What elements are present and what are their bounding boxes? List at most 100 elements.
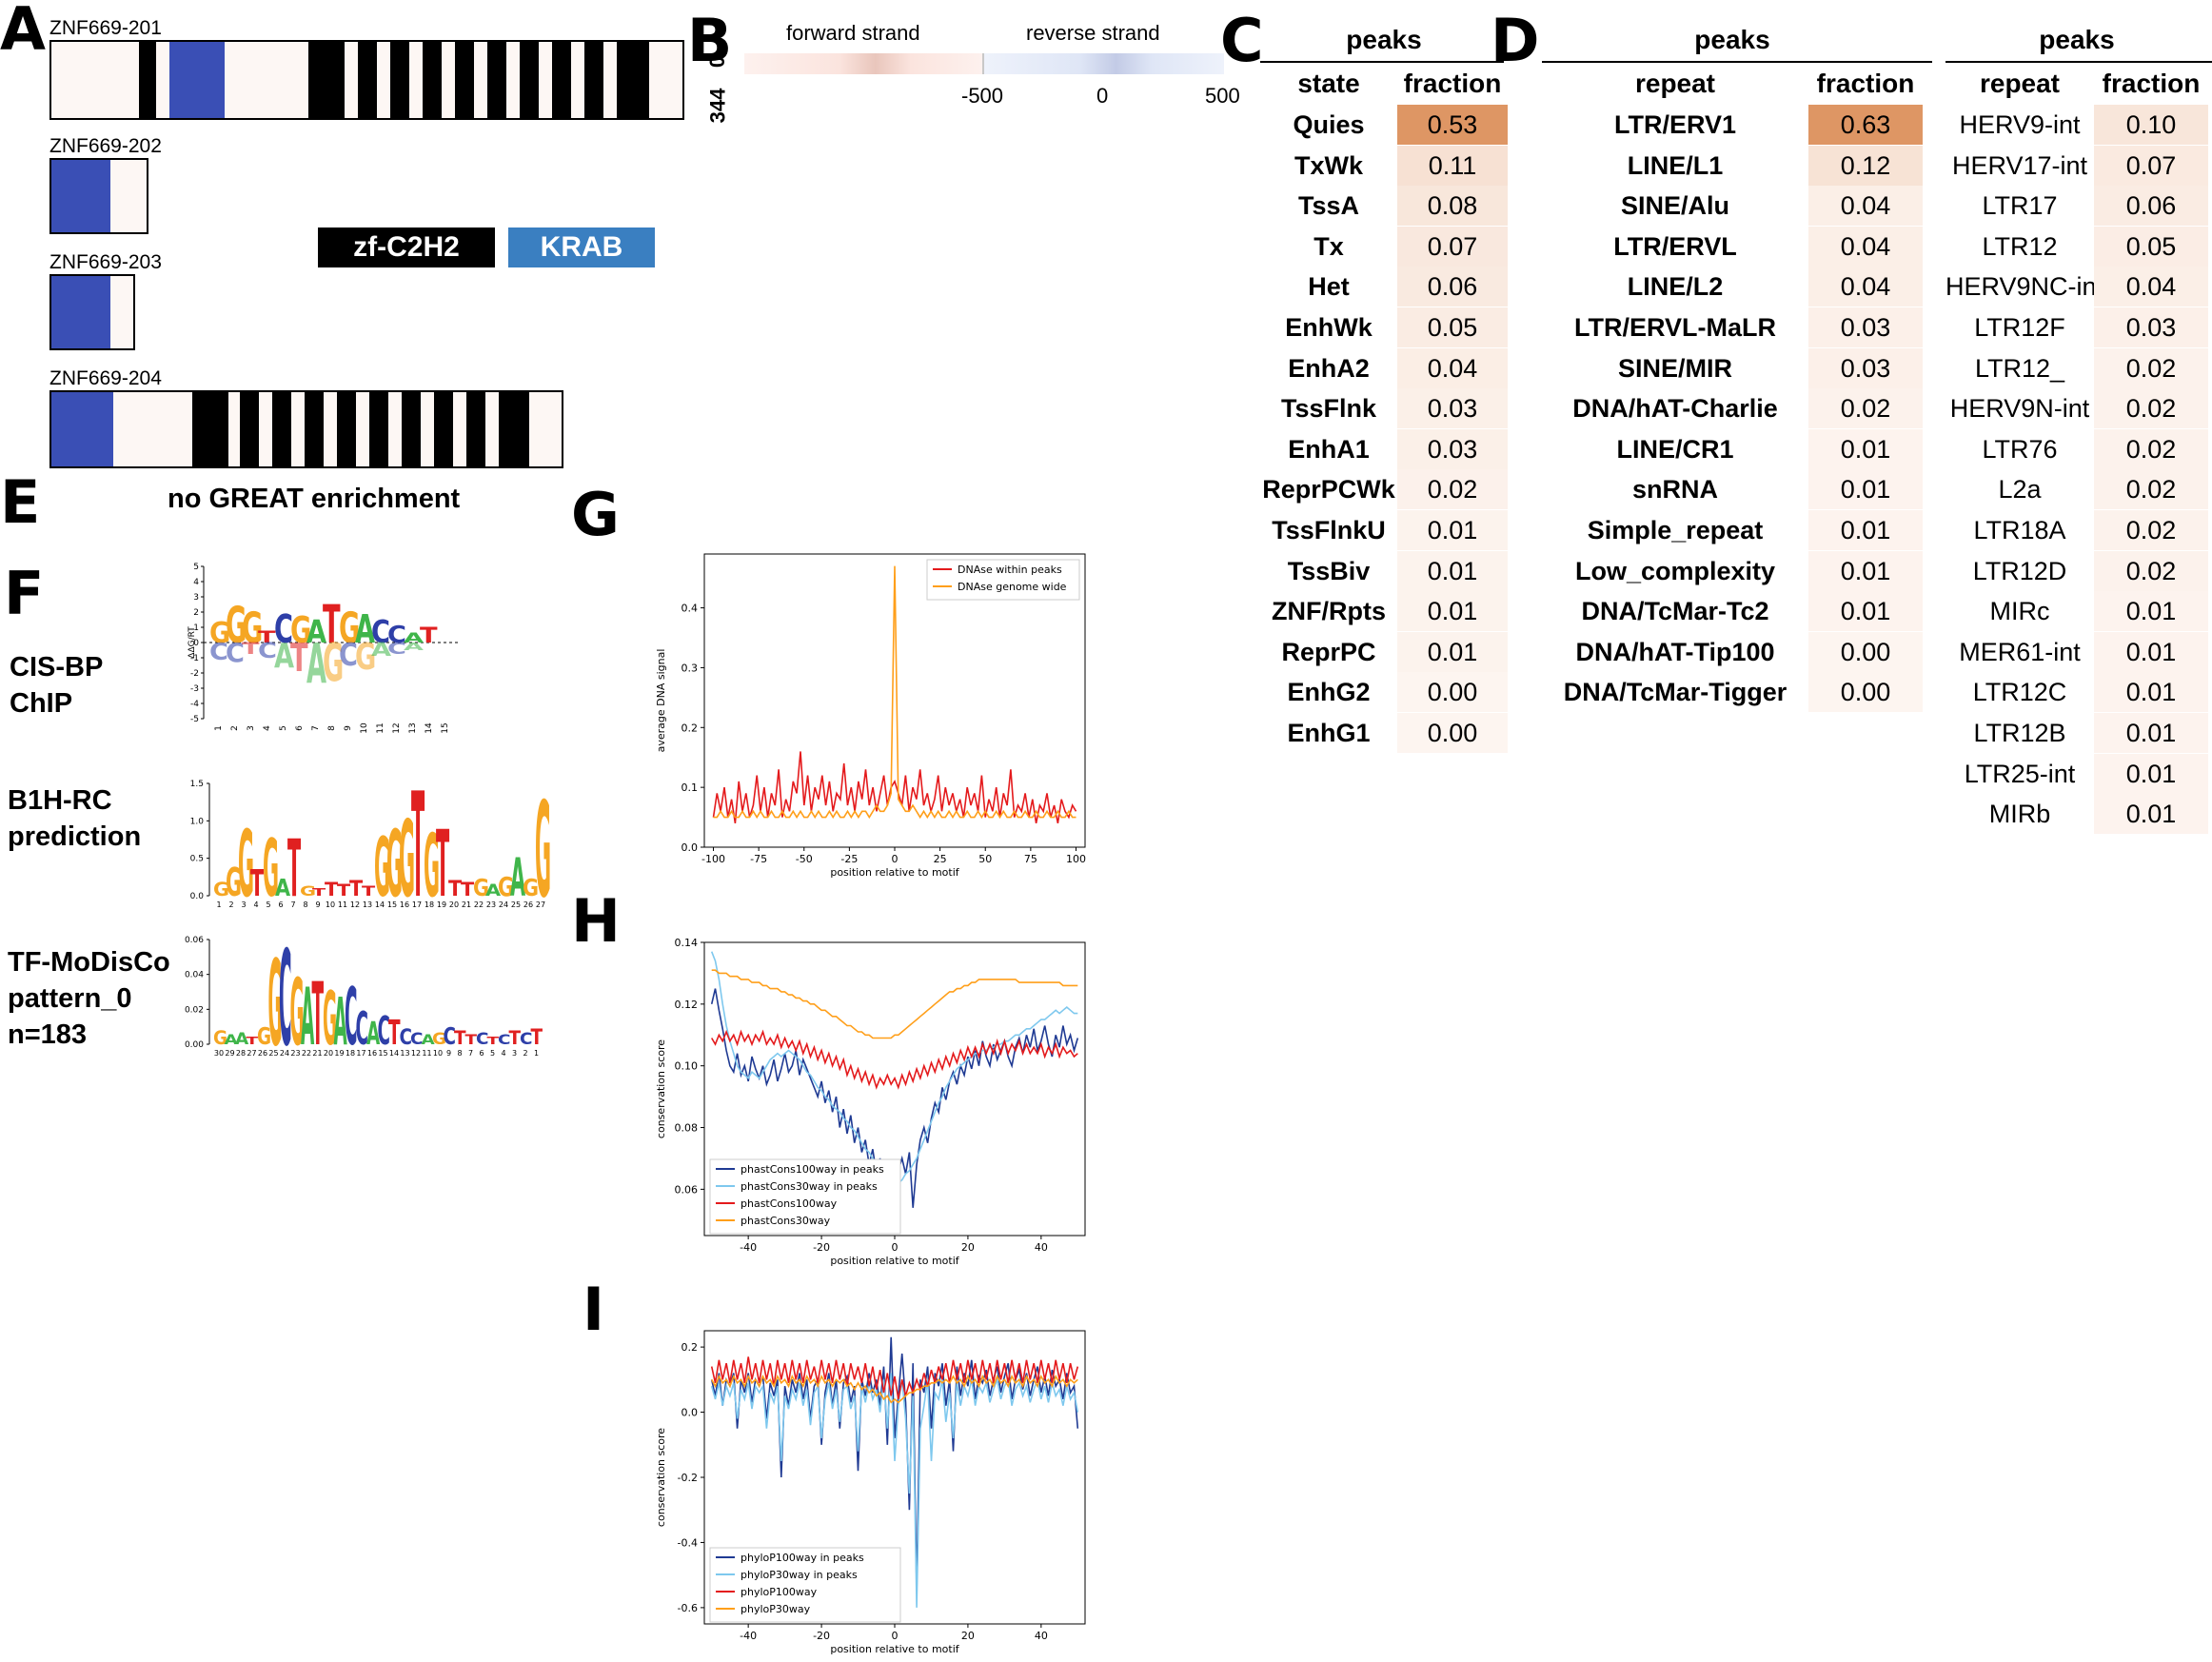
krab-domain — [51, 276, 110, 348]
motif-label-line: n=183 — [8, 1019, 88, 1050]
zf-domain — [272, 392, 291, 466]
axis-tick-label: 1.0 — [190, 817, 205, 826]
table-row-label: Tx — [1313, 231, 1344, 261]
motif-letter: G — [523, 875, 539, 901]
table-row-value: 0.01 — [1808, 469, 1923, 510]
zf-domain — [520, 42, 539, 118]
axis-tick-label: 2 — [193, 608, 199, 618]
motif-letter: C — [345, 972, 358, 1061]
table-row-value: 0.03 — [1397, 388, 1508, 429]
motif-letter: G — [498, 871, 514, 902]
motif-letter: G — [386, 812, 403, 914]
isoform-label: ZNF669-202 — [49, 135, 162, 157]
table-row-value: 0.00 — [1397, 672, 1508, 713]
table-row-value: 0.02 — [2094, 550, 2208, 591]
table-rule — [1945, 61, 2212, 63]
krab-domain — [169, 42, 225, 118]
motif-label-line: prediction — [8, 821, 142, 852]
logo-x-tick: 26 — [258, 1049, 267, 1058]
motif-letter: G — [238, 812, 254, 914]
series-line — [710, 1374, 1078, 1404]
x-tick-label: -100 — [701, 853, 725, 865]
table-row-label: LTR18A — [1973, 516, 2066, 544]
legend-zf-c2h2: zf-C2H2 — [318, 228, 495, 267]
motif-letter: T — [465, 1032, 478, 1047]
logo-x-tick: 18 — [346, 1049, 355, 1058]
table-row-label: LTR76 — [1982, 434, 2058, 464]
logo-x-tick: 16 — [400, 900, 409, 909]
x-tick-label: 25 — [934, 853, 947, 865]
motif-letter: G — [399, 798, 415, 914]
axis-tick-label: 4 — [193, 578, 199, 587]
table-row-value: 0.01 — [1808, 510, 1923, 550]
isoform-track-203 — [49, 274, 135, 350]
table-row-value: 0.03 — [2094, 307, 2208, 347]
table-row-label: SINE/MIR — [1617, 353, 1732, 383]
motif-letter: T — [287, 824, 301, 914]
motif-letter: A — [510, 846, 525, 908]
y-tick-label: -0.6 — [678, 1602, 698, 1614]
table-row-value: 0.00 — [1808, 672, 1923, 713]
logo-x-tick: 1 — [214, 725, 224, 731]
table-row-label: L2a — [1998, 475, 2042, 505]
logo-x-tick: 14 — [375, 900, 385, 909]
table-row-value: 0.02 — [2094, 428, 2208, 469]
table-row-label: DNA/TcMar-Tc2 — [1581, 597, 1769, 626]
motif-letter: T — [312, 886, 326, 899]
table-row-value: 0.01 — [2094, 672, 2208, 713]
motif-letter: T — [337, 882, 350, 900]
axis-tick-label: -5 — [190, 715, 199, 724]
axis-tick-label: 3 — [193, 593, 199, 603]
x-tick-label: 0 — [892, 853, 899, 865]
y-axis-label: average DNA signal — [655, 649, 667, 753]
legend-label: phyloP30way — [741, 1603, 811, 1615]
logo-x-tick: 23 — [290, 1049, 300, 1058]
table-row-value: 0.02 — [2094, 510, 2208, 550]
legend-box — [709, 1158, 901, 1235]
panel-label-c: C — [1220, 6, 1264, 75]
logo-x-tick: 20 — [324, 1049, 333, 1058]
logo-x-tick: 26 — [523, 900, 533, 909]
logo-x-tick: 9 — [344, 725, 353, 731]
motif-letter: A — [485, 882, 502, 900]
logo-x-tick: 10 — [433, 1049, 443, 1058]
series-line — [710, 1373, 1079, 1608]
table-row-value: 0.04 — [1808, 226, 1923, 267]
motif-letter: G — [226, 860, 242, 905]
table-rule — [1260, 61, 1504, 63]
zf-domain — [308, 42, 345, 118]
motif-label-line: B1H-RC — [8, 785, 112, 816]
table-row-label: EnhG2 — [1287, 678, 1371, 707]
table-col-header: fraction — [1403, 69, 1502, 98]
y-tick-label: 0.10 — [675, 1060, 699, 1073]
motif-letter: T — [388, 1013, 401, 1053]
y-tick-label: -0.4 — [678, 1536, 698, 1549]
zf-domain — [434, 392, 453, 466]
table-row-label: snRNA — [1631, 475, 1718, 505]
table-row-value: 0.63 — [1808, 105, 1923, 145]
axis-tick-label: 0.5 — [190, 855, 204, 864]
isoform-track-202 — [49, 158, 148, 234]
krab-domain — [51, 392, 113, 466]
axis-tick-label: -1 — [190, 654, 199, 663]
x-tick-label: -20 — [813, 1630, 830, 1642]
zf-domain — [423, 42, 442, 118]
x-axis-label: position relative to motif — [830, 1643, 959, 1655]
panel-label-i: I — [583, 1275, 605, 1344]
y-tick-label: 0.3 — [681, 662, 699, 674]
zf-domain — [305, 392, 324, 466]
great-enrichment-text: no GREAT enrichment — [168, 484, 461, 514]
table-row-value: 0.01 — [1397, 631, 1508, 672]
motif-letter: T — [487, 1035, 500, 1047]
isoform-label: ZNF669-203 — [49, 251, 162, 273]
table-row-value: 0.00 — [1808, 631, 1923, 672]
legend-label: phyloP100way in peaks — [741, 1552, 864, 1564]
table-row-value: 0.01 — [1397, 550, 1508, 591]
forward-strand-label: forward strand — [786, 21, 920, 45]
logo-x-tick: 17 — [412, 900, 422, 909]
y-tick-label: 0.0 — [681, 841, 699, 854]
logo-x-tick: 13 — [400, 1049, 409, 1058]
table-row-value: 0.06 — [1397, 267, 1508, 307]
x-tick-label: -20 — [813, 1241, 830, 1254]
